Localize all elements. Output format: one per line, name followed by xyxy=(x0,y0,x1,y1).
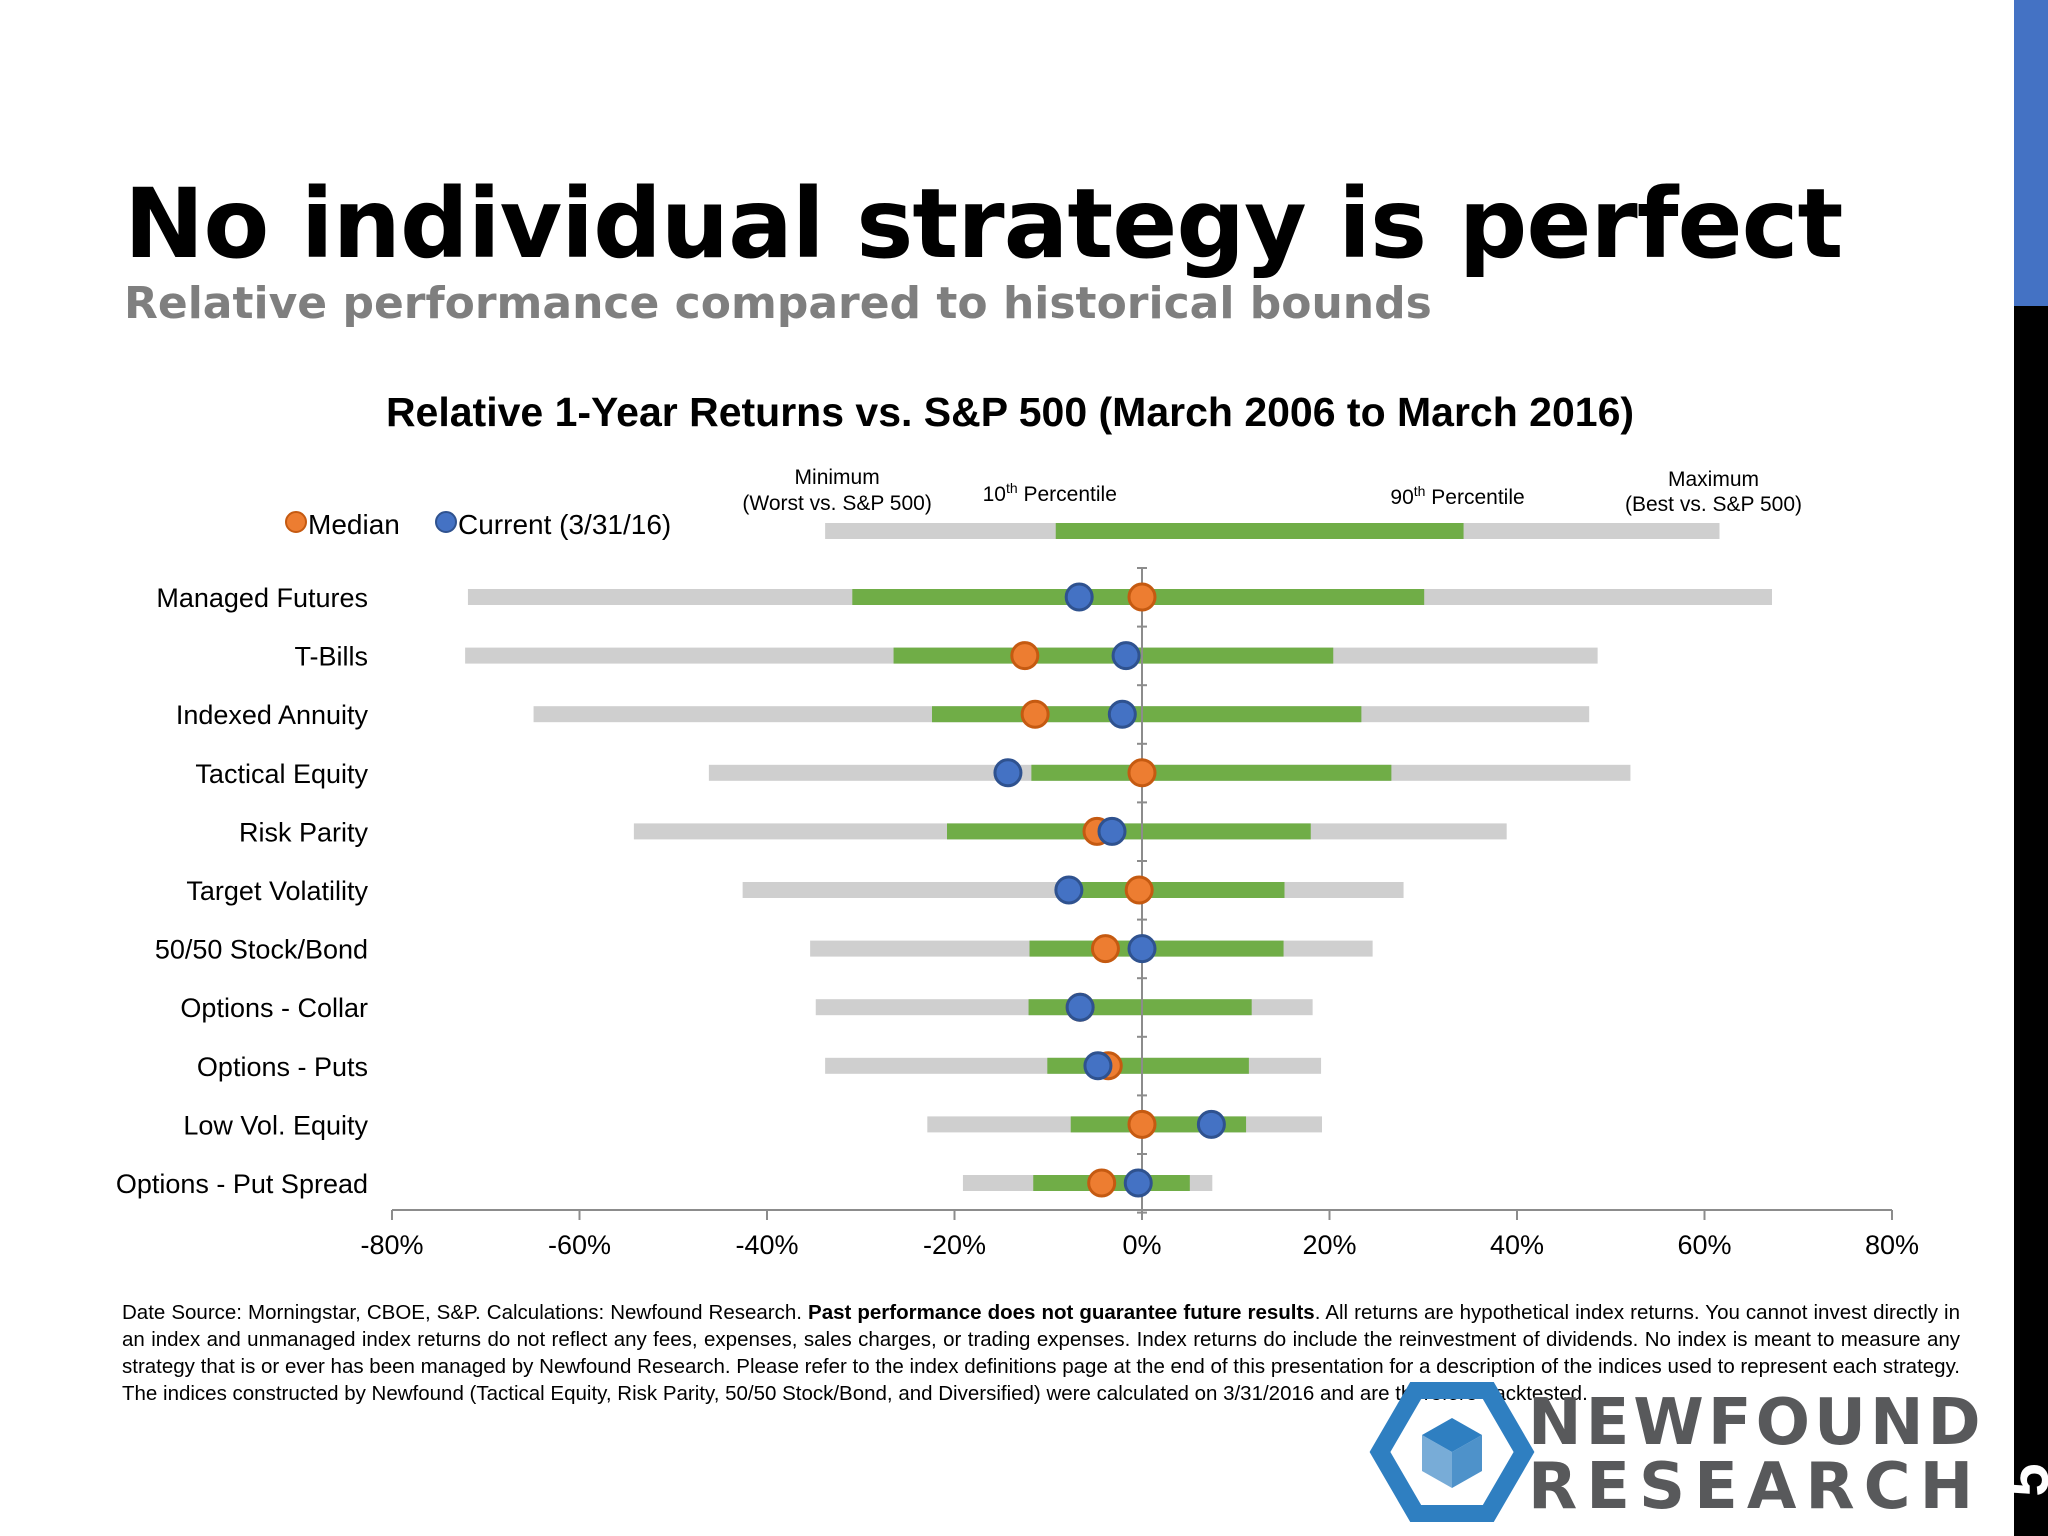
percentile-bar xyxy=(947,823,1311,840)
range-dot-chart: Relative 1-Year Returns vs. S&P 500 (Mar… xyxy=(116,389,1919,1260)
x-tick-label: -20% xyxy=(923,1230,986,1260)
logo-text-research: RESEARCH xyxy=(1528,1450,1983,1524)
current-dot xyxy=(1123,1168,1153,1198)
footnote-disclaimer: Past performance does not guarantee futu… xyxy=(808,1300,1315,1324)
key-min-label-2: (Worst vs. S&P 500) xyxy=(742,492,931,515)
x-tick-label: 60% xyxy=(1677,1230,1731,1260)
median-dot xyxy=(1127,1109,1157,1139)
current-dot xyxy=(1064,582,1094,612)
percentile-bar xyxy=(1028,999,1252,1016)
x-tick-label: -60% xyxy=(548,1230,611,1260)
category-label: Indexed Annuity xyxy=(176,700,369,730)
category-label: Low Vol. Equity xyxy=(183,1110,368,1140)
footnote-text-1: Date Source: Morningstar, CBOE, S&P. Cal… xyxy=(122,1300,809,1324)
percentile-bar xyxy=(1047,1057,1249,1074)
key-max-label-1: Maximum xyxy=(1668,468,1759,491)
footnote-text-2: . All returns are hypothetical index ret… xyxy=(122,1300,1961,1405)
x-tick-label: 40% xyxy=(1490,1230,1544,1260)
side-strip-accent xyxy=(2014,0,2048,306)
footnote: Date Source: Morningstar, CBOE, S&P. Cal… xyxy=(122,1299,1960,1407)
key-min-label-1: Minimum xyxy=(795,466,880,489)
current-dot xyxy=(1054,875,1084,905)
category-label: Target Volatility xyxy=(186,876,368,906)
current-dot xyxy=(1196,1109,1226,1139)
category-label: Managed Futures xyxy=(156,583,368,613)
median-dot xyxy=(1127,582,1157,612)
page-number: 5 xyxy=(1987,1463,2048,1497)
slide-title: No individual strategy is perfect xyxy=(124,168,1843,280)
key-percentile-bar xyxy=(1055,523,1464,539)
key-p10-label: 10th Percentile xyxy=(983,480,1117,506)
category-label: 50/50 Stock/Bond xyxy=(155,935,368,965)
x-tick-label: 0% xyxy=(1122,1230,1161,1260)
legend-current-label: Current (3/31/16) xyxy=(458,509,671,540)
percentile-bar xyxy=(1077,882,1285,898)
current-dot xyxy=(1111,641,1141,671)
logo-text-newfound: NEWFOUND xyxy=(1528,1386,1985,1460)
median-dot xyxy=(1090,934,1120,964)
median-dot xyxy=(1010,641,1040,671)
x-tick-label: -80% xyxy=(360,1230,423,1260)
current-dot xyxy=(993,758,1023,788)
median-dot xyxy=(1087,1168,1117,1198)
current-dot xyxy=(1107,699,1137,729)
percentile-bar xyxy=(932,706,1362,723)
category-label: Options - Collar xyxy=(180,993,368,1023)
category-label: Tactical Equity xyxy=(195,759,368,789)
category-label: Risk Parity xyxy=(239,817,369,847)
current-dot xyxy=(1127,934,1157,964)
newfound-logo-icon xyxy=(1369,1382,1535,1522)
category-label: Options - Puts xyxy=(197,1052,368,1082)
category-label: Options - Put Spread xyxy=(116,1169,368,1199)
chart-title: Relative 1-Year Returns vs. S&P 500 (Mar… xyxy=(386,389,1634,435)
key-max-label-2: (Best vs. S&P 500) xyxy=(1625,493,1802,516)
side-strip xyxy=(2014,0,2048,1536)
legend-current-dot xyxy=(435,511,457,533)
current-dot xyxy=(1065,992,1095,1022)
current-dot xyxy=(1097,816,1127,846)
category-label: T-Bills xyxy=(295,642,369,672)
percentile-bar xyxy=(1029,940,1284,957)
slide-subtitle: Relative performance compared to histori… xyxy=(124,278,1432,329)
median-dot xyxy=(1124,875,1154,905)
legend-median-label: Median xyxy=(308,509,400,540)
x-tick-label: 80% xyxy=(1865,1230,1919,1260)
key-p90-label: 90th Percentile xyxy=(1390,483,1524,509)
median-dot xyxy=(1020,699,1050,729)
current-dot xyxy=(1083,1051,1113,1081)
x-tick-label: -40% xyxy=(735,1230,798,1260)
percentile-bar xyxy=(1031,764,1392,781)
x-tick-label: 20% xyxy=(1302,1230,1356,1260)
legend-median-dot xyxy=(285,511,307,533)
median-dot xyxy=(1127,758,1157,788)
